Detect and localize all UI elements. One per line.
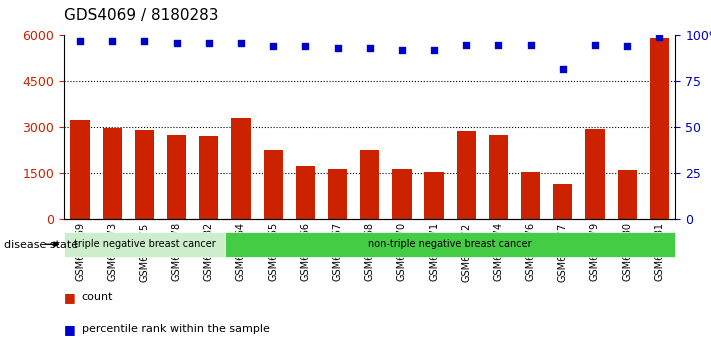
Point bbox=[267, 44, 279, 49]
Bar bbox=[231, 118, 251, 219]
Point bbox=[621, 44, 633, 49]
Bar bbox=[360, 150, 380, 219]
Point bbox=[332, 45, 343, 51]
Bar bbox=[225, 232, 675, 257]
Point bbox=[364, 45, 375, 51]
Text: non-triple negative breast cancer: non-triple negative breast cancer bbox=[368, 239, 532, 249]
Bar bbox=[650, 39, 669, 219]
Text: triple negative breast cancer: triple negative breast cancer bbox=[73, 239, 215, 249]
Point bbox=[107, 38, 118, 44]
Point bbox=[171, 40, 182, 46]
Bar bbox=[70, 120, 90, 219]
Point bbox=[493, 42, 504, 47]
Text: disease state: disease state bbox=[4, 240, 77, 250]
Point bbox=[75, 38, 86, 44]
Bar bbox=[102, 128, 122, 219]
Bar bbox=[264, 150, 283, 219]
Bar bbox=[167, 135, 186, 219]
Point bbox=[235, 40, 247, 46]
Bar bbox=[521, 172, 540, 219]
Point bbox=[461, 42, 472, 47]
Bar bbox=[392, 169, 412, 219]
Point bbox=[139, 38, 150, 44]
Point bbox=[203, 40, 215, 46]
Text: ■: ■ bbox=[64, 291, 76, 304]
Bar bbox=[296, 166, 315, 219]
Point bbox=[525, 42, 536, 47]
Bar bbox=[585, 129, 604, 219]
Bar bbox=[618, 170, 637, 219]
Text: ■: ■ bbox=[64, 323, 76, 336]
Bar bbox=[424, 172, 444, 219]
Text: GDS4069 / 8180283: GDS4069 / 8180283 bbox=[64, 8, 218, 23]
Point bbox=[589, 42, 601, 47]
Bar bbox=[135, 130, 154, 219]
Point bbox=[299, 44, 311, 49]
Bar bbox=[328, 169, 347, 219]
Bar bbox=[553, 184, 572, 219]
Point bbox=[653, 34, 665, 40]
Text: percentile rank within the sample: percentile rank within the sample bbox=[82, 324, 269, 334]
Text: count: count bbox=[82, 292, 113, 302]
Bar bbox=[456, 131, 476, 219]
Bar bbox=[488, 135, 508, 219]
Bar bbox=[199, 136, 218, 219]
Point bbox=[557, 66, 569, 72]
Point bbox=[396, 47, 407, 53]
Point bbox=[429, 47, 440, 53]
Bar bbox=[64, 232, 225, 257]
